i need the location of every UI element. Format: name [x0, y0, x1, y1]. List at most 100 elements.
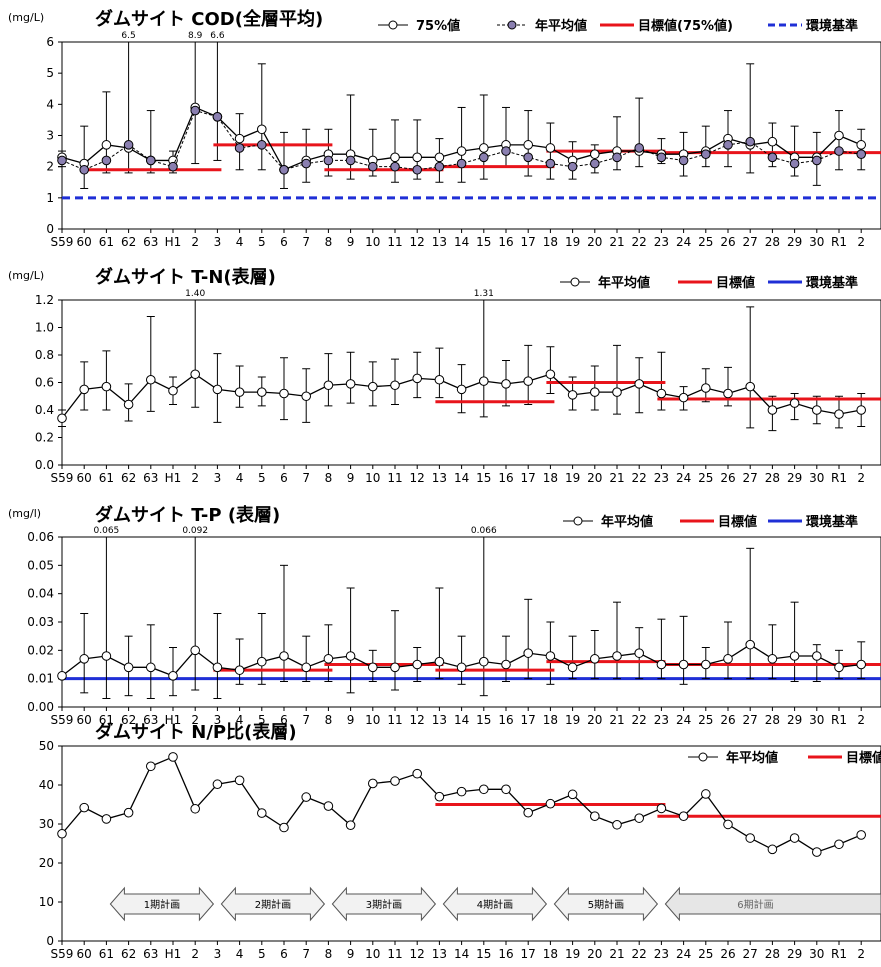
data-point [856, 830, 867, 840]
plan-arrow-3 [331, 886, 437, 922]
legend-swatch-marker [388, 20, 398, 30]
data-point [701, 149, 711, 159]
data-point [101, 140, 112, 150]
chart-panel-3: ダムサイト T-P (表層) (mg/l) 0.00 0.01 0.02 0.03 0.04… [8, 504, 881, 727]
x-tick-label: 19 [565, 235, 580, 249]
x-tick-label: 30 [809, 947, 824, 961]
data-point [523, 376, 534, 386]
data-point [701, 383, 711, 393]
x-tick-label: 29 [787, 713, 802, 727]
plan-label: 3期計画 [366, 898, 402, 911]
data-point [612, 387, 622, 397]
x-tick-label: 24 [676, 713, 691, 727]
data-point [590, 149, 600, 159]
data-point [257, 140, 267, 150]
x-tick-label: 62 [121, 947, 136, 961]
data-point [656, 659, 667, 670]
data-point [190, 645, 200, 656]
x-tick-label: 4 [236, 713, 244, 727]
clipped-value-label: 0.065 [94, 526, 120, 536]
data-point [412, 152, 423, 163]
y-tick-label: 6 [46, 35, 54, 49]
x-tick-label: 3 [214, 713, 222, 727]
y-tick-label: 0.01 [27, 672, 54, 686]
legend-swatch-marker [698, 752, 708, 762]
x-tick-label: 17 [521, 713, 536, 727]
data-point [257, 387, 267, 397]
data-point [856, 149, 867, 159]
x-tick-label: 17 [521, 947, 536, 961]
data-point [279, 164, 289, 175]
y-tick-label: 2 [46, 160, 54, 174]
x-tick-label: 13 [432, 713, 447, 727]
x-tick-label: 20 [587, 713, 602, 727]
data-point [390, 662, 400, 673]
x-tick-label: 8 [325, 947, 333, 961]
data-point [168, 752, 178, 762]
x-tick-label: 5 [258, 471, 266, 485]
plan-label: 6期計画 [737, 898, 773, 911]
data-point [590, 811, 600, 822]
data-point [767, 136, 778, 147]
data-point [123, 140, 134, 150]
y-tick-label: 1.2 [35, 293, 54, 307]
data-point [323, 155, 334, 166]
x-tick-label: 4 [236, 471, 244, 485]
data-point [479, 784, 489, 795]
data-point [590, 387, 600, 397]
x-tick-label: 22 [632, 713, 647, 727]
x-tick-label: 21 [609, 471, 624, 485]
x-tick-label: 6 [280, 947, 288, 961]
x-tick-label: 18 [543, 235, 558, 249]
data-point [767, 152, 778, 163]
data-point [545, 651, 556, 661]
data-point [368, 381, 378, 392]
x-tick-label: 11 [387, 713, 402, 727]
x-tick-label: 11 [387, 471, 402, 485]
x-tick-label: 16 [498, 471, 513, 485]
x-tick-label: 12 [410, 947, 425, 961]
data-point [656, 388, 667, 399]
data-point [567, 789, 578, 800]
x-tick-label: H1 [165, 713, 182, 727]
x-tick-label: 26 [720, 235, 735, 249]
y-tick-label: 0.04 [27, 587, 54, 601]
x-tick-label: 10 [365, 235, 380, 249]
data-point [789, 651, 800, 661]
x-tick-label: 16 [498, 947, 513, 961]
x-tick-label: 60 [77, 947, 92, 961]
data-point [545, 369, 556, 380]
plan-label: 4期計画 [477, 898, 513, 911]
data-point [57, 671, 67, 681]
y-tick-label: 50 [39, 739, 54, 753]
plan-arrow-1 [109, 886, 215, 922]
data-point [479, 376, 489, 386]
x-tick-label: 10 [365, 471, 380, 485]
data-point [101, 155, 112, 166]
x-tick-label: 18 [543, 471, 558, 485]
x-tick-label: 17 [521, 471, 536, 485]
x-tick-label: H1 [165, 471, 182, 485]
data-point [390, 380, 400, 391]
data-point [745, 833, 756, 843]
plan-arrow-6 [664, 886, 881, 922]
x-tick-label: 4 [236, 235, 244, 249]
data-point [479, 656, 489, 667]
x-tick-label: 27 [743, 235, 758, 249]
data-point [501, 379, 511, 389]
x-tick-label: 14 [454, 713, 469, 727]
x-tick-label: 27 [743, 947, 758, 961]
x-tick-label: 61 [99, 471, 114, 485]
data-point [390, 152, 400, 163]
x-tick-label: 62 [121, 713, 136, 727]
x-tick-label: 20 [587, 235, 602, 249]
x-tick-label: 21 [609, 235, 624, 249]
y-tick-label: 0.03 [27, 615, 54, 629]
x-tick-label: 18 [543, 947, 558, 961]
x-tick-label: S59 [51, 235, 74, 249]
y-unit-label: (mg/l) [8, 507, 41, 520]
data-point [812, 405, 822, 415]
x-tick-label: 60 [77, 713, 92, 727]
